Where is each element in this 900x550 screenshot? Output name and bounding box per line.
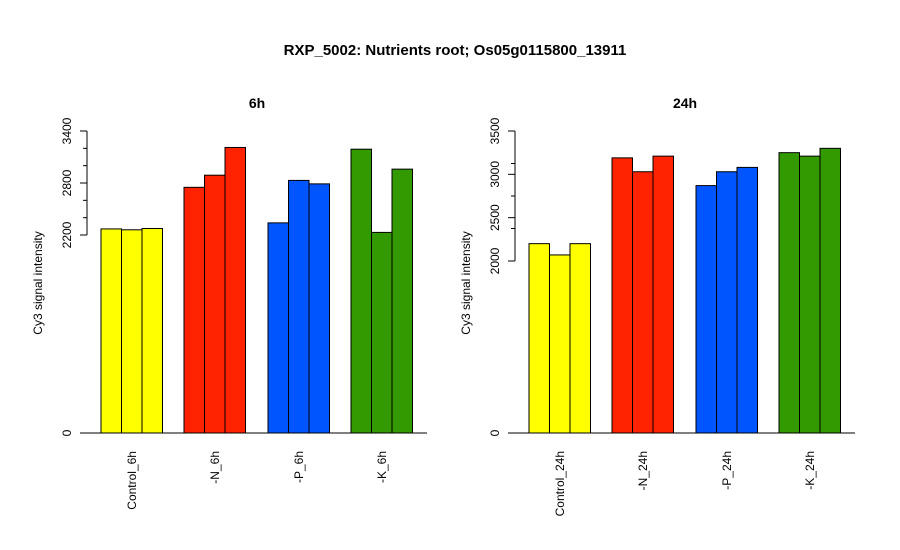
bar--n-6h-3 bbox=[224, 146, 246, 434]
bar-control-6h-3 bbox=[141, 228, 163, 434]
bar--n-6h-2 bbox=[204, 174, 226, 434]
y-tick-label: 2000 bbox=[488, 247, 502, 274]
bar-control-24h-3 bbox=[569, 243, 591, 434]
panel-title-24h: 24h bbox=[673, 95, 697, 111]
bar--p-24h-2 bbox=[716, 171, 738, 434]
panel-24h: 24h Cy3 signal intensity 0 2000 2500 3000 35… bbox=[459, 95, 855, 516]
bar-control-6h-2 bbox=[121, 229, 143, 434]
bar--k-6h-1 bbox=[350, 148, 372, 434]
y-tick-label: 2500 bbox=[488, 204, 502, 231]
y-tick-label: 2800 bbox=[60, 169, 74, 196]
y-tick-label: 3400 bbox=[60, 117, 74, 144]
x-category-label: -N_24h bbox=[636, 451, 650, 490]
bar-control-24h-1 bbox=[528, 243, 550, 434]
main-title: RXP_5002: Nutrients root; Os05g0115800_1… bbox=[284, 42, 627, 59]
x-category-label: -P_6h bbox=[292, 451, 306, 483]
bar-control-24h-2 bbox=[549, 254, 571, 434]
bar--p-24h-1 bbox=[695, 185, 717, 434]
panel-title-6h: 6h bbox=[249, 95, 265, 111]
bar--p-6h-2 bbox=[288, 179, 310, 434]
bar-control-6h-1 bbox=[100, 228, 122, 434]
y-tick-label: 3500 bbox=[488, 117, 502, 144]
bar--n-6h-1 bbox=[183, 186, 205, 434]
y-tick-label: 0 bbox=[60, 429, 74, 436]
x-category-label: -K_6h bbox=[375, 451, 389, 483]
bar--n-24h-3 bbox=[652, 155, 674, 434]
bar--n-24h-2 bbox=[632, 171, 654, 434]
bar--k-24h-2 bbox=[799, 155, 821, 434]
y-axis-label-24h: Cy3 signal intensity bbox=[459, 231, 473, 334]
panel-6h: 6h Cy3 signal intensity 0 2200 2800 3400 Con… bbox=[31, 95, 427, 510]
bar--k-6h-3 bbox=[391, 168, 413, 434]
bar--k-24h-1 bbox=[778, 152, 800, 434]
bar--k-6h-2 bbox=[371, 231, 393, 434]
x-category-label: -K_24h bbox=[803, 451, 817, 490]
bar--n-24h-1 bbox=[611, 157, 633, 434]
bar--k-24h-3 bbox=[819, 147, 841, 434]
y-tick-label: 0 bbox=[488, 429, 502, 436]
bar--p-6h-3 bbox=[308, 183, 330, 434]
bar--p-24h-3 bbox=[736, 166, 758, 434]
x-category-label: -N_6h bbox=[208, 451, 222, 484]
y-axis-label-6h: Cy3 signal intensity bbox=[31, 231, 45, 334]
x-category-label: -P_24h bbox=[720, 451, 734, 490]
x-category-label: Control_24h bbox=[553, 451, 567, 516]
y-tick-label: 3000 bbox=[488, 161, 502, 188]
x-category-label: Control_6h bbox=[125, 451, 139, 510]
y-tick-label: 2200 bbox=[60, 221, 74, 248]
bar--p-6h-1 bbox=[267, 222, 289, 434]
